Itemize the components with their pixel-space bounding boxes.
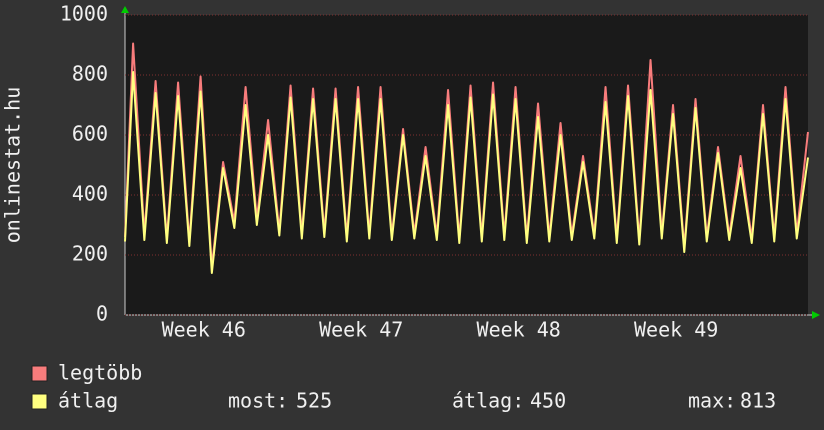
y-tick-label: 400 — [72, 182, 108, 206]
legend-label: legtöbb — [58, 361, 142, 385]
stat-label: most: — [228, 389, 288, 413]
x-tick-label: Week 49 — [634, 318, 718, 342]
stat-value: 525 — [296, 389, 332, 413]
y-tick-label: 0 — [96, 302, 108, 326]
y-arrow — [121, 6, 129, 13]
x-arrow — [812, 311, 820, 319]
y-tick-label: 800 — [72, 62, 108, 86]
x-tick-label: Week 48 — [477, 318, 561, 342]
legend-label: átlag — [58, 389, 118, 413]
legend-swatch — [31, 393, 48, 410]
y-tick-label: 1000 — [60, 2, 108, 26]
stat-label: átlag: — [452, 389, 524, 413]
plot-area — [125, 15, 808, 315]
y-tick-label: 600 — [72, 122, 108, 146]
x-tick-label: Week 47 — [319, 318, 403, 342]
stat-value: 813 — [740, 389, 776, 413]
stat-value: 450 — [530, 389, 566, 413]
y-axis-label: onlinestat.hu — [1, 87, 25, 244]
x-tick-label: Week 46 — [162, 318, 246, 342]
series-line — [124, 71, 809, 274]
y-tick-label: 200 — [72, 242, 108, 266]
legend-swatch — [31, 365, 48, 382]
stat-label: max: — [688, 389, 736, 413]
